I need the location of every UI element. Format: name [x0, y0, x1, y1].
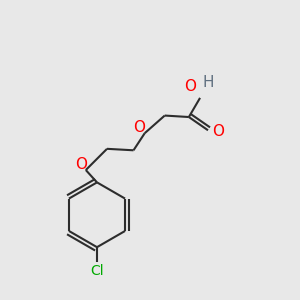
Text: H: H — [202, 75, 214, 90]
Text: O: O — [75, 157, 87, 172]
Text: Cl: Cl — [90, 264, 104, 278]
Text: O: O — [134, 120, 146, 135]
Text: O: O — [212, 124, 224, 139]
Text: O: O — [184, 79, 196, 94]
